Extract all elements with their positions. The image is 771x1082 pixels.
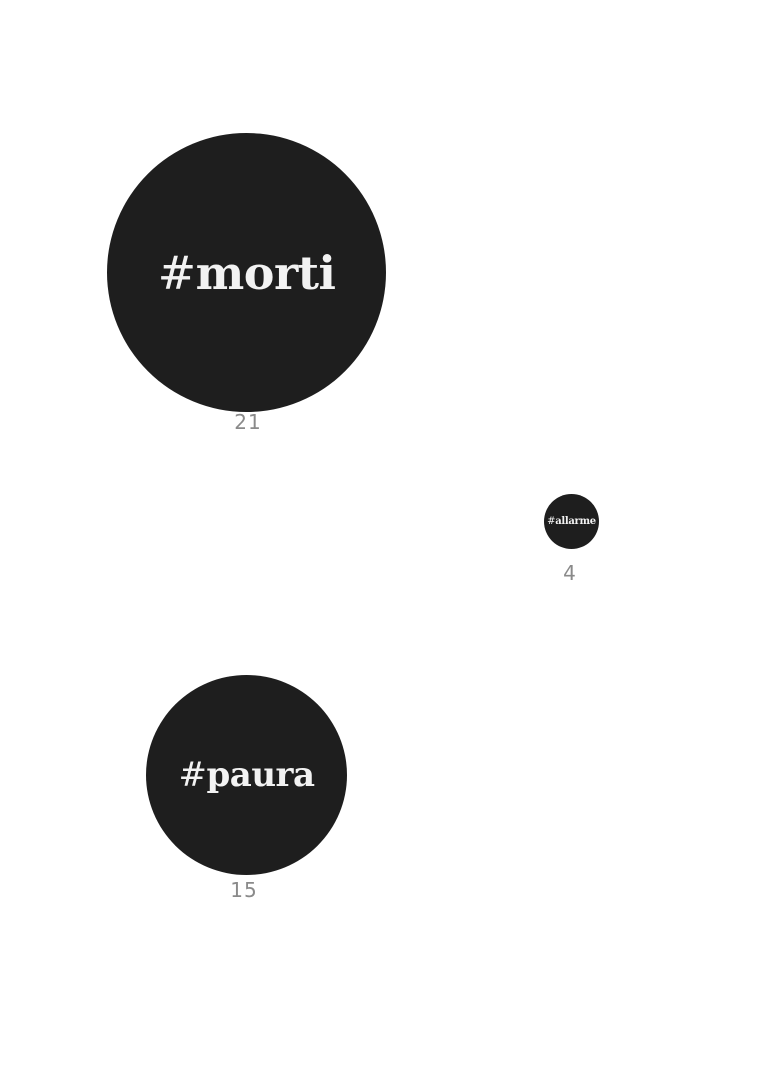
- hashtag-count-morti: 21: [234, 410, 262, 434]
- hashtag-label-morti: #morti: [157, 245, 336, 300]
- hashtag-bubble-morti: #morti: [107, 133, 386, 412]
- hashtag-bubble-paura: #paura: [146, 675, 347, 875]
- hashtag-bubble-allarme: #allarme: [544, 494, 599, 549]
- hashtag-count-paura: 15: [230, 878, 258, 902]
- hashtag-count-allarme: 4: [563, 561, 577, 585]
- hashtag-label-allarme: #allarme: [547, 516, 596, 527]
- hashtag-label-paura: #paura: [178, 755, 315, 795]
